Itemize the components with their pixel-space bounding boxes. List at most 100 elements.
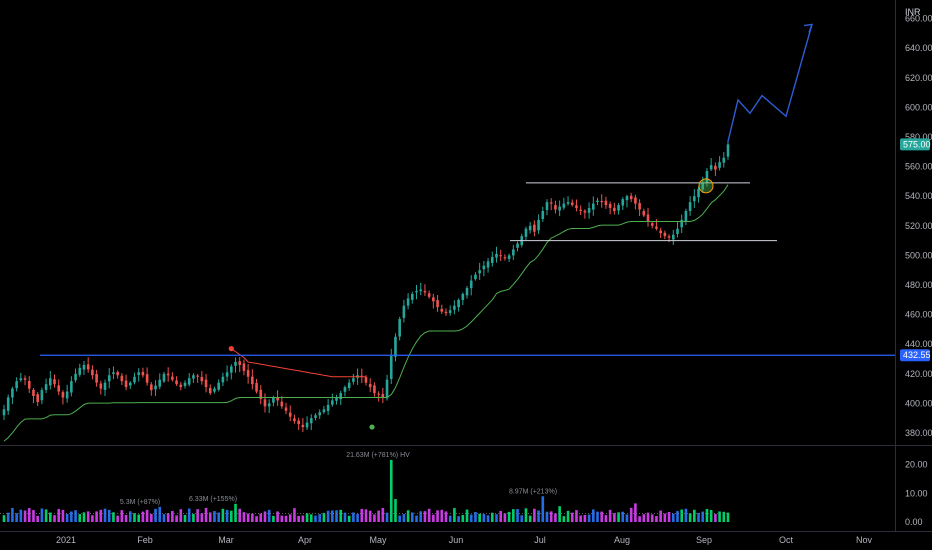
candle-body xyxy=(234,361,237,366)
volume-bar xyxy=(415,515,418,522)
candle-body xyxy=(314,415,317,418)
volume-bar xyxy=(103,508,107,522)
candle-body xyxy=(566,202,570,204)
volume-bar xyxy=(474,511,477,522)
volume-bar xyxy=(625,514,629,522)
volume-bar xyxy=(284,515,288,522)
candle-body xyxy=(53,379,56,385)
candle-body xyxy=(469,280,473,289)
volume-bar xyxy=(326,510,330,522)
volume-bar xyxy=(343,512,347,522)
candle-body xyxy=(562,203,566,208)
candle-body xyxy=(99,383,103,389)
price-tick-label: 640.00 xyxy=(905,43,932,53)
volume-bar xyxy=(162,514,166,522)
volume-bar xyxy=(339,509,343,522)
candle-body xyxy=(381,394,385,398)
candle-body xyxy=(621,199,625,206)
candle-body xyxy=(726,144,730,157)
volume-annotation: 21.63M (+781%) HV xyxy=(346,452,410,459)
volume-bar xyxy=(533,508,536,522)
candle-body xyxy=(377,393,380,395)
price-tick-label: 460.00 xyxy=(905,310,932,320)
candle-body xyxy=(284,407,288,411)
candle-body xyxy=(676,228,679,234)
trailing-stop-line xyxy=(3,184,729,442)
price-pane[interactable] xyxy=(2,139,730,442)
candle-body xyxy=(617,205,620,211)
breakout-marker xyxy=(698,178,714,194)
volume-bar xyxy=(562,516,566,522)
volume-bar xyxy=(364,509,368,522)
candle-body xyxy=(48,378,52,386)
candle-body xyxy=(600,201,604,203)
candle-body xyxy=(196,375,199,377)
candle-body xyxy=(171,376,174,380)
candle-body xyxy=(128,382,132,386)
candle-body xyxy=(78,367,82,375)
resistance-badge-label: 432.55 xyxy=(903,350,931,360)
candle-body xyxy=(61,392,65,398)
candle-body xyxy=(6,397,10,411)
projection-arrowhead xyxy=(803,23,814,33)
price-tick-label: 540.00 xyxy=(905,191,932,201)
volume-bar xyxy=(318,514,322,522)
candle-body xyxy=(533,224,536,232)
volume-bar xyxy=(482,513,486,522)
volume-pane[interactable]: 5.3M (+87%) 6.33M (+155%) 21.63M (+781%) H… xyxy=(0,452,730,522)
volume-bar xyxy=(423,511,427,522)
candle-body xyxy=(373,385,376,394)
volume-bar xyxy=(225,509,229,522)
time-axis[interactable]: 2021 Feb Mar Apr May Jun Jul Aug Sep Oct Nov xyxy=(56,535,873,545)
candle-body xyxy=(659,230,662,234)
candle-body xyxy=(347,382,351,388)
volume-bar xyxy=(591,509,595,522)
volume-bar xyxy=(432,514,435,522)
volume-bar xyxy=(453,508,456,522)
candle-body xyxy=(208,387,212,394)
volume-bar xyxy=(23,510,27,522)
price-axis[interactable]: 380.00 400.00 420.00 440.00 460.00 480.00 500.… xyxy=(905,14,932,438)
candle-body xyxy=(116,372,119,376)
candle-body xyxy=(406,298,410,306)
volume-bar xyxy=(179,509,183,522)
candle-body xyxy=(410,293,414,300)
candle-body xyxy=(499,255,503,257)
candle-body xyxy=(444,311,448,314)
candle-body xyxy=(15,381,18,389)
price-tick-label: 520.00 xyxy=(905,221,932,231)
volume-bar xyxy=(154,508,157,522)
candle-body xyxy=(297,420,300,425)
candle-body xyxy=(154,385,157,390)
candle-body xyxy=(583,210,587,213)
volume-bar xyxy=(722,511,726,522)
stop-flip-marker-down xyxy=(228,346,234,352)
volume-axis[interactable]: 0.00 10.00 20.00 xyxy=(905,460,928,527)
candle-body xyxy=(107,375,111,382)
candle-body xyxy=(604,200,608,206)
volume-bar xyxy=(331,510,334,522)
candle-body xyxy=(120,375,124,382)
candle-body xyxy=(221,376,225,383)
candle-body xyxy=(40,390,44,401)
volume-bar xyxy=(19,509,23,522)
volume-bar xyxy=(246,513,250,522)
volume-bar xyxy=(221,508,225,522)
candle-body xyxy=(570,202,574,206)
volume-annotation: 8.97M (+213%) xyxy=(509,488,557,495)
drawing-overlays[interactable]: 432.55 575.00 xyxy=(40,23,931,362)
price-tick-label: 380.00 xyxy=(905,428,932,438)
candle-body xyxy=(638,203,641,210)
candle-body xyxy=(145,374,149,383)
volume-bar xyxy=(642,514,646,522)
volume-bar xyxy=(36,515,39,522)
volume-bar xyxy=(389,459,393,522)
volume-bar xyxy=(238,508,242,522)
volume-bar xyxy=(208,512,212,522)
candle-body xyxy=(36,394,39,402)
candle-body xyxy=(217,382,220,390)
volume-bar xyxy=(714,513,717,522)
volume-bar xyxy=(6,512,10,522)
candle-body xyxy=(461,293,465,300)
